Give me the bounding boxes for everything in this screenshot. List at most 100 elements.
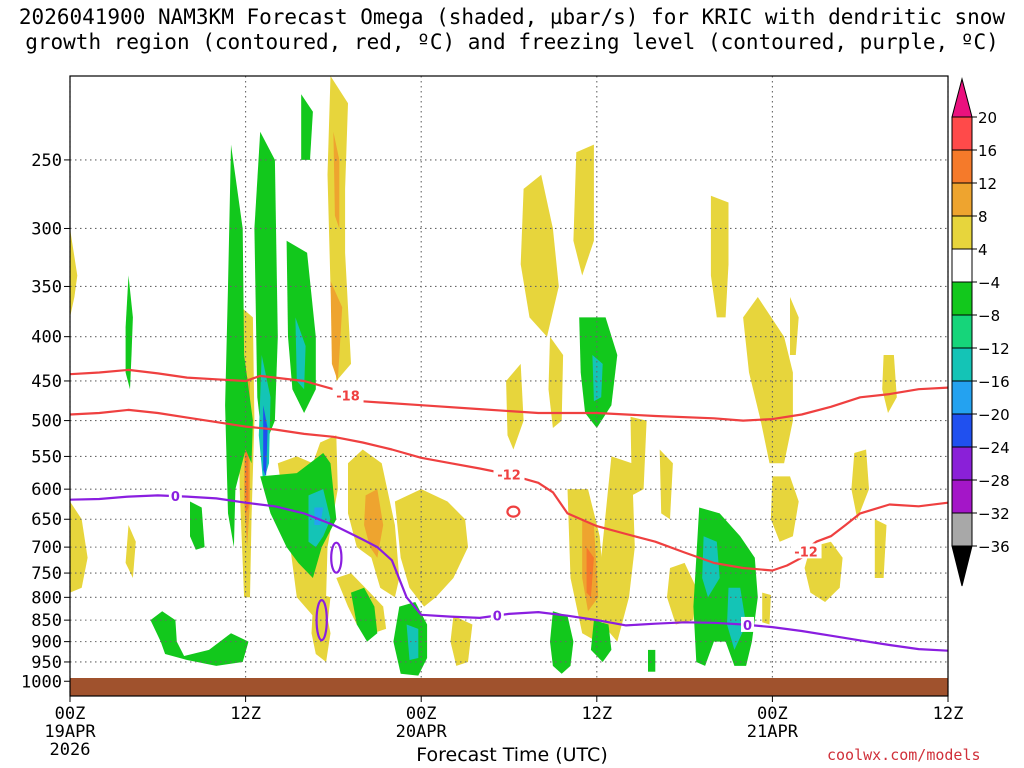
- contour-label-freezing_level-1: 0: [493, 610, 502, 625]
- omega-region-39-0: [630, 416, 647, 496]
- y-tick-label-1000: 1000: [21, 672, 62, 692]
- contour-dgz_minus12: [70, 408, 948, 572]
- contour-label-bg-freezing_level-2: [741, 616, 755, 632]
- x-axis-label: Forecast Time (UTC): [416, 744, 608, 766]
- colorbar-bottom-arrow: [951, 545, 973, 587]
- colorbar-segment-0: [951, 116, 973, 151]
- grid-layer: [69, 76, 949, 696]
- colorbar-top-arrow: [951, 77, 973, 118]
- x-tick-label-3: 12Z: [581, 704, 612, 724]
- colorbar-segment-7: [951, 347, 973, 382]
- omega-region-3-0: [125, 275, 133, 390]
- omega-region-54-0: [743, 297, 793, 464]
- y-tick-label-450: 450: [31, 372, 62, 392]
- y-tick-label-850: 850: [31, 611, 62, 631]
- colorbar-label-3: 8: [978, 208, 988, 226]
- colorbar-segment-12: [951, 512, 973, 547]
- omega-region-35-0: [573, 144, 594, 276]
- omega-region-12-0: [263, 405, 268, 477]
- omega-region-40-0: [601, 456, 635, 642]
- colorbar-segment-2: [951, 182, 973, 217]
- contour-label-dgz_minus18-0: -18: [336, 390, 360, 405]
- y-axis-ticks: 2503003504004505005506006507007508008509…: [21, 151, 70, 692]
- x-tick-label-5: 12Z: [933, 704, 964, 724]
- plot-frame: [69, 75, 949, 697]
- freezing-level-loop-1: [315, 599, 328, 642]
- omega-region-13-0: [301, 94, 313, 160]
- x-tick-label-1: 12Z: [230, 704, 261, 724]
- omega-region-25-0: [364, 489, 384, 558]
- omega-region-56-0: [790, 297, 799, 355]
- omega-region-46-0: [590, 620, 612, 662]
- omega-region-38-0: [548, 336, 564, 428]
- x-tick-date-2: 20APR: [396, 722, 448, 742]
- y-tick-label-500: 500: [31, 412, 62, 432]
- colorbar-segment-9: [951, 413, 973, 448]
- colorbar-label-8: −16: [978, 373, 1010, 391]
- contour-label-bg-freezing_level-1: [490, 607, 504, 623]
- contour-label-freezing_level-2: 0: [743, 619, 752, 634]
- contour-label-bg-dgz_minus18-0: [332, 387, 364, 403]
- colorbar-segment-8: [951, 380, 973, 415]
- omega-region-27-0: [351, 587, 378, 642]
- colorbar-segment-6: [951, 314, 973, 349]
- colorbar-label-13: −36: [978, 538, 1010, 556]
- omega-region-5-0: [150, 611, 249, 666]
- colorbar-label-1: 16: [978, 142, 997, 160]
- contour-label-bg-dgz_minus12-0: [493, 466, 525, 482]
- contour-label-dgz_minus12-0: -12: [497, 468, 521, 483]
- omega-region-14-0: [286, 240, 316, 413]
- omega-region-47-0: [648, 649, 656, 672]
- omega-region-52-0: [727, 587, 747, 650]
- colorbar-label-2: 12: [978, 175, 997, 193]
- y-tick-label-550: 550: [31, 447, 62, 467]
- colorbar-label-0: 20: [978, 109, 997, 127]
- colorbar-label-7: −12: [978, 340, 1010, 358]
- omega-region-2-0: [125, 525, 136, 578]
- chart-title-line-1: 2026041900 NAM3KM Forecast Omega (shaded…: [18, 5, 1006, 29]
- colorbar-label-12: −32: [978, 505, 1010, 523]
- x-tick-label-2: 00Z: [406, 704, 437, 724]
- omega-region-37-0: [592, 355, 603, 402]
- colorbar-label-9: −20: [978, 406, 1010, 424]
- colorbar: 20 16 12 8 4 −4 −8 −12 −16 −20 −24 −28 −32 −36: [951, 77, 1010, 587]
- contour-freezing_level: [70, 494, 948, 652]
- contour-dgz_minus18: [70, 368, 948, 422]
- omega-region-10-0: [254, 131, 278, 450]
- omega-region-60-0: [874, 519, 887, 578]
- omega-region-44-0: [659, 449, 673, 520]
- colorbar-segment-4: [951, 248, 973, 283]
- omega-region-22-0: [314, 507, 324, 525]
- terrain-ground-bar: [70, 678, 948, 696]
- freezing-level-loop-0: [330, 541, 343, 574]
- x-tick-label-0: 00Z: [55, 704, 86, 724]
- omega-region-34-0: [520, 174, 559, 337]
- omega-region-59-0: [882, 355, 897, 413]
- omega-region-4-0: [190, 501, 205, 550]
- x-tick-date-4: 21APR: [747, 722, 799, 742]
- omega-region-18-0: [330, 281, 343, 381]
- colorbar-label-10: −24: [978, 439, 1010, 457]
- y-tick-label-700: 700: [31, 538, 62, 558]
- omega-region-58-0: [851, 449, 869, 520]
- y-tick-label-600: 600: [31, 480, 62, 500]
- omega-region-15-0: [295, 317, 306, 390]
- omega-region-43-0: [586, 547, 594, 598]
- omega-region-49-0: [667, 562, 697, 625]
- omega-region-0-0: [70, 228, 78, 318]
- colorbar-segment-10: [951, 446, 973, 481]
- omega-region-51-0: [702, 536, 720, 598]
- y-tick-label-800: 800: [31, 588, 62, 608]
- omega-region-45-0: [550, 611, 574, 674]
- y-tick-label-250: 250: [31, 151, 62, 171]
- y-tick-label-400: 400: [31, 328, 62, 348]
- contour-label-bg-freezing_level-0: [168, 488, 182, 504]
- omega-region-20-0: [260, 453, 337, 578]
- credit-text: coolwx.com/models: [827, 746, 981, 764]
- y-tick-label-950: 950: [31, 653, 62, 673]
- y-tick-label-300: 300: [31, 219, 62, 239]
- omega-region-1-0: [70, 501, 88, 593]
- omega-region-53-0: [762, 592, 771, 625]
